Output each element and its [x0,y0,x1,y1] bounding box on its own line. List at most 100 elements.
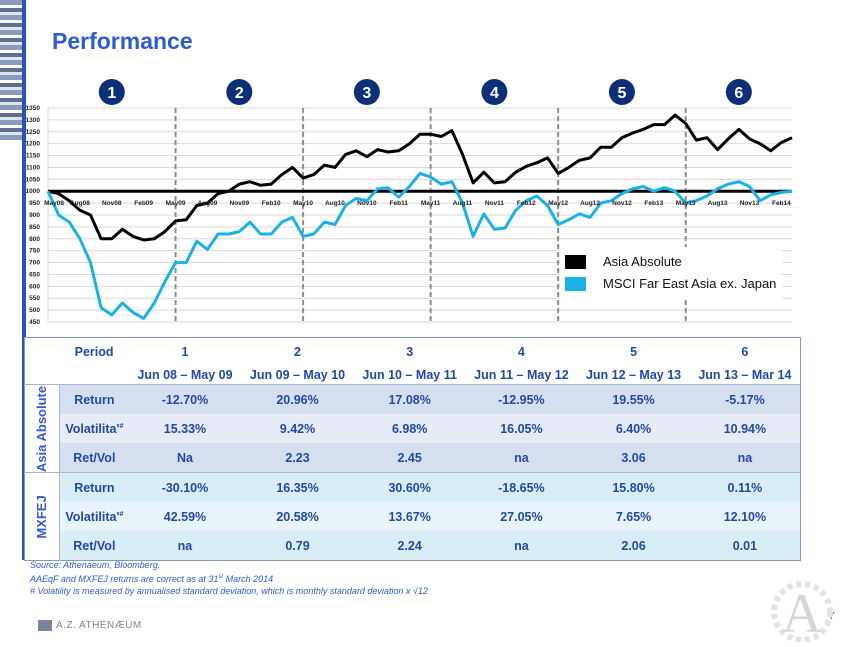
group-label-mxfej: MXFEJ [24,472,60,561]
table-cell: 9.42% [241,414,354,443]
table-cell: 42.59% [128,502,242,531]
x-tick-label: May09 [166,200,186,207]
x-tick-label: Nov09 [230,200,250,207]
table-header-date-range: Jun 08 – May 09 [137,368,233,382]
legend-swatch-asia-absolute [565,254,586,269]
legend-label-msci: MSCI Far East Asia ex. Japan [603,276,777,291]
x-tick-label: Feb11 [390,200,409,207]
table-row: Volatilita'# 42.59% 20.58% 13.67% 27.05%… [25,502,801,531]
footnote-returns: AAEqF and MXFEJ returns are correct as a… [30,574,274,584]
row-label: Volatilita'# [59,502,129,531]
table-row: Ret/Vol na 0.79 2.24 na 2.06 0.01 [25,531,801,561]
period-marker-label: 1 [107,85,116,102]
table-cell: 2.24 [353,531,466,561]
table-cell: -12.95% [465,384,578,414]
series-line-asia-absolute [47,113,793,242]
y-tick-label: 650 [29,271,40,278]
y-tick-label: 800 [29,236,40,243]
table-row: Volatilita'# 15.33% 9.42% 6.98% 16.05% 6… [25,414,801,443]
row-label: Return [59,472,129,502]
table-header-period: 1 [181,345,189,359]
table-cell: 6.40% [577,414,690,443]
table-cell: 12.10% [689,502,801,531]
x-tick-label: May13 [676,200,696,207]
period-marker-label: 3 [362,85,371,102]
y-tick-label: 1100 [26,164,40,171]
x-tick-label: May11 [421,200,441,207]
page-title: Performance [52,28,193,54]
x-tick-label: Aug11 [453,200,473,207]
x-tick-label: Aug12 [580,200,600,207]
svg-text:A: A [782,583,823,642]
period-marker-circle [481,79,508,105]
performance-table: Period 1 2 3 4 5 6 Jun 08 – May 09 Jun 0… [24,337,801,561]
period-marker-label: 5 [617,85,626,102]
footnote-volatility: # Volatility is measured by annualised s… [30,586,428,596]
decorative-vertical-line [22,0,26,560]
y-tick-label: 450 [29,319,40,326]
table-cell: na [465,443,578,473]
table-header-date-range: Jun 10 – May 11 [362,368,457,382]
legend-item-asia-absolute: Asia Absolute [565,254,682,269]
table-cell: 15.80% [577,472,690,502]
x-tick-label: Nov13 [740,200,760,207]
table-row: Ret/Vol Na 2.23 2.45 na 3.06 na [25,443,801,473]
x-tick-label: Nov12 [612,200,632,207]
table-cell: na [465,531,578,561]
table-cell: na [689,443,801,473]
table-cell: -12.70% [128,384,242,414]
table-cell: 17.08% [353,384,466,414]
performance-line-chart: 450 500 550 600 650 700 750 800 850 900 950 1000 105… [26,79,793,326]
y-tick-label: 950 [29,200,40,207]
y-tick-label: 850 [29,224,40,231]
x-tick-label: Aug08 [70,200,90,207]
row-label: Ret/Vol [59,531,129,561]
legend-item-msci: MSCI Far East Asia ex. Japan [565,276,776,291]
x-tick-label: May10 [293,200,313,207]
volatility-footnote-mark: # [119,510,124,518]
table-cell: 6.98% [353,414,466,443]
table-cell: 30.60% [353,472,466,502]
y-tick-label: 1250 [26,129,41,136]
table-header-period: 5 [630,345,638,359]
table-cell: 13.67% [353,502,466,531]
table-row: Asia Absolute Return -12.70% 20.96% 17.0… [24,384,801,473]
table-cell: 16.35% [241,472,354,502]
group-label-asia-absolute: Asia Absolute [24,384,60,473]
volatility-footnote-mark: # [119,422,124,430]
x-tick-label: Feb09 [134,200,153,207]
period-marker-label: 4 [490,85,499,102]
y-tick-label: 1350 [26,105,41,112]
table-header-period: 3 [406,345,414,359]
table-cell: 27.05% [465,502,578,531]
table-header-period-label: Period [74,345,114,359]
table-cell: -30.10% [128,472,242,502]
y-tick-label: 600 [29,283,40,290]
row-label: Volatilita'# [59,414,129,443]
logo-icon [38,620,52,631]
y-tick-label: 1000 [26,188,41,195]
table-cell: 16.05% [465,414,578,443]
period-marker-label: 2 [235,85,244,102]
table-cell: 0.01 [689,531,801,561]
table-cell: 2.45 [353,443,466,473]
table-cell: 7.65% [577,502,690,531]
x-tick-label: Feb12 [517,200,536,207]
x-tick-label: Feb10 [262,200,281,207]
y-tick-label: 1300 [26,117,41,124]
period-marker-circle [353,79,380,105]
y-tick-label: 1200 [26,141,41,148]
footnotes: Source: Athenaeum, Bloomberg. AAEqF and … [30,559,428,597]
table-cell: 20.58% [241,502,354,531]
company-logo: A.Z. ATHENÆUM [38,620,142,631]
table-cell: -5.17% [689,384,801,414]
period-marker-circle [725,79,752,105]
row-label: Return [59,384,129,414]
table-cell: 15.33% [128,414,242,443]
table-row: MXFEJ Return -30.10% 16.35% 30.60% -18.6… [24,472,801,561]
table-header-dates: Jun 08 – May 09 Jun 09 – May 10 Jun 10 –… [24,366,801,385]
table-cell: -18.65% [465,472,578,502]
x-tick-label: Feb13 [644,200,663,207]
x-tick-label: Aug13 [708,200,728,207]
table-cell: 2.23 [241,443,354,473]
